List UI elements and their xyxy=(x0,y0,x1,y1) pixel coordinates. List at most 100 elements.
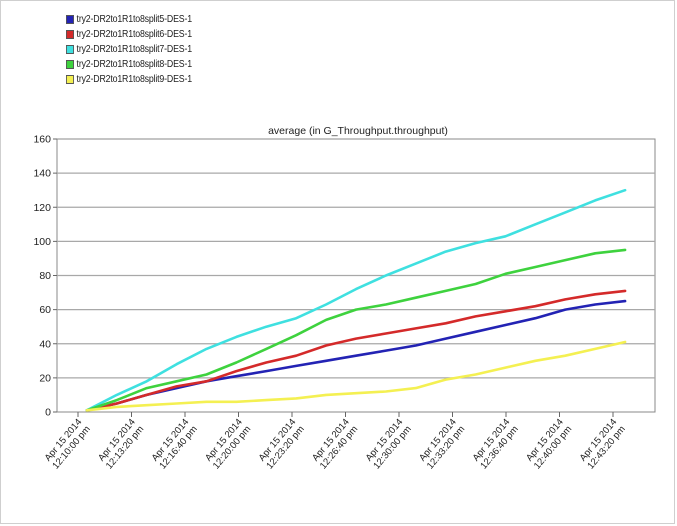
data-point xyxy=(444,289,447,292)
data-point xyxy=(624,189,626,192)
data-point xyxy=(474,283,477,285)
y-tick-label: 160 xyxy=(33,134,51,146)
data-point xyxy=(414,327,417,330)
chart-title: average (in G_Throughput.throughput) xyxy=(268,125,448,137)
data-point xyxy=(534,305,537,308)
data-point xyxy=(564,259,567,262)
data-point xyxy=(265,361,268,364)
data-point xyxy=(175,402,178,405)
data-point xyxy=(504,235,507,238)
legend-swatch xyxy=(66,45,74,54)
data-point xyxy=(414,344,417,347)
data-point xyxy=(115,399,118,401)
data-point xyxy=(115,394,118,396)
data-point xyxy=(355,308,357,311)
data-point xyxy=(385,274,387,277)
data-point xyxy=(355,354,357,357)
legend-label: try2-DR2to1R1to8split9-DES-1 xyxy=(76,74,193,85)
y-tick-label: 120 xyxy=(33,202,51,214)
data-point xyxy=(175,380,178,383)
data-point xyxy=(504,324,507,326)
y-tick-label: 80 xyxy=(39,270,51,282)
data-point xyxy=(145,394,148,396)
data-point xyxy=(474,315,477,318)
data-point xyxy=(145,404,148,407)
data-point xyxy=(594,199,597,202)
data-point xyxy=(444,337,447,340)
series-lines xyxy=(85,188,627,412)
data-point xyxy=(295,334,298,337)
data-point xyxy=(205,373,208,376)
data-point xyxy=(115,405,118,408)
legend-item: try2-DR2to1R1to8split6-DES-1 xyxy=(66,27,192,42)
data-point xyxy=(534,317,537,320)
data-point xyxy=(175,385,178,388)
data-point xyxy=(265,370,268,372)
data-point xyxy=(414,262,417,265)
data-point xyxy=(414,296,417,299)
y-tick-label: 40 xyxy=(39,338,51,350)
data-point xyxy=(235,361,238,364)
data-point xyxy=(504,366,507,369)
legend-label: try2-DR2to1R1to8split7-DES-1 xyxy=(76,44,193,55)
data-point xyxy=(355,392,357,395)
data-point xyxy=(504,310,507,313)
data-point xyxy=(205,347,208,350)
data-point xyxy=(205,400,208,403)
data-point xyxy=(235,400,238,403)
legend-label: try2-DR2to1R1to8split5-DES-1 xyxy=(76,14,193,25)
data-point xyxy=(624,341,626,343)
y-tick-label: 0 xyxy=(45,407,51,419)
data-point xyxy=(444,378,447,381)
data-point xyxy=(325,359,327,362)
data-point xyxy=(385,332,387,335)
y-tick-label: 100 xyxy=(33,236,51,248)
data-point xyxy=(594,293,597,296)
data-point xyxy=(295,354,298,357)
data-point xyxy=(474,373,477,376)
data-point xyxy=(414,387,417,390)
legend-item: try2-DR2to1R1to8split8-DES-1 xyxy=(66,57,192,72)
data-point xyxy=(325,318,327,321)
legend-swatch xyxy=(66,15,74,24)
data-point xyxy=(534,266,537,268)
data-point xyxy=(385,349,387,352)
data-point xyxy=(564,354,567,357)
data-point xyxy=(474,242,477,244)
data-point xyxy=(624,249,626,251)
data-point xyxy=(474,330,477,333)
data-point xyxy=(355,337,357,340)
data-point xyxy=(444,322,447,325)
chart-legend: try2-DR2to1R1to8split5-DES-1 try2-DR2to1… xyxy=(66,12,209,87)
data-point xyxy=(624,300,626,302)
data-point xyxy=(145,387,148,390)
data-point xyxy=(624,289,626,292)
data-point xyxy=(594,252,597,255)
data-point xyxy=(325,344,327,347)
legend-swatch xyxy=(66,30,74,39)
data-point xyxy=(355,288,357,291)
data-point xyxy=(325,394,327,396)
data-point xyxy=(564,298,567,301)
data-point xyxy=(265,325,268,328)
legend-item: try2-DR2to1R1to8split5-DES-1 xyxy=(66,12,192,27)
data-point xyxy=(115,402,118,405)
data-point xyxy=(504,272,507,275)
data-point xyxy=(265,347,268,350)
legend-swatch xyxy=(66,75,74,84)
data-point xyxy=(175,363,178,366)
data-point xyxy=(594,303,597,306)
data-point xyxy=(534,223,537,226)
y-tick-label: 20 xyxy=(39,372,51,384)
